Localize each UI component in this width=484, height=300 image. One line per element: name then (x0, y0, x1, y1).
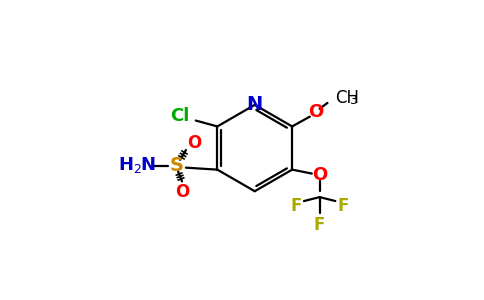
Text: O: O (312, 166, 327, 184)
Text: N: N (247, 95, 263, 114)
Text: Cl: Cl (170, 106, 190, 124)
Text: O: O (308, 103, 323, 121)
Text: 2: 2 (133, 163, 141, 176)
Text: H: H (118, 156, 133, 174)
Text: F: F (314, 216, 325, 234)
Text: CH: CH (335, 89, 359, 107)
Text: F: F (290, 197, 302, 215)
Text: F: F (337, 197, 349, 215)
Text: O: O (175, 183, 189, 201)
Text: O: O (187, 134, 201, 152)
Text: 3: 3 (349, 94, 357, 107)
Text: N: N (141, 156, 156, 174)
Text: S: S (169, 156, 183, 175)
